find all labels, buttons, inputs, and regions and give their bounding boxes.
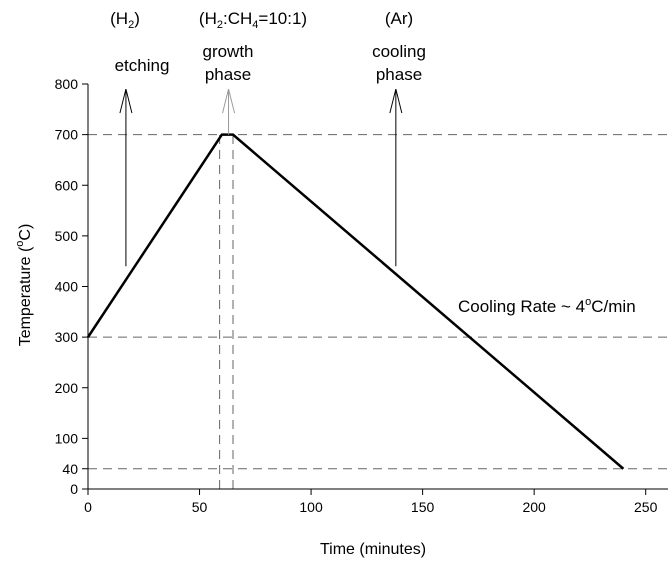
x-axis-title: Time (minutes): [320, 541, 426, 558]
temperature-series-line: [86, 133, 625, 470]
cooling-arrow-head: [389, 88, 403, 114]
etching-gas-label: (H2): [110, 9, 140, 31]
y-tick-label-700: 700: [55, 127, 79, 143]
y-tick-label-0: 0: [70, 481, 78, 497]
growth-label-line2: phase: [205, 65, 251, 84]
y-tick-label-400: 400: [55, 279, 79, 295]
y-tick-label-800: 800: [55, 76, 79, 92]
growth-arrow-head: [222, 88, 236, 114]
etching-label: etching: [115, 56, 170, 75]
x-tick-label-200: 200: [522, 499, 546, 515]
y-tick-label-200: 200: [55, 380, 79, 396]
y-tick-label-500: 500: [55, 228, 79, 244]
y-tick-label-40: 40: [62, 461, 78, 477]
x-tick-label-0: 0: [84, 499, 92, 515]
annotation-arrows: [119, 88, 403, 267]
y-tick-label-300: 300: [55, 329, 79, 345]
series: [86, 133, 625, 470]
axes: 0 40 100 200 300 400 500 600 700 800 0 50 100 150 200 2…: [55, 76, 668, 515]
cooling-label-line1: cooling: [372, 42, 426, 61]
reference-lines: [88, 134, 668, 489]
x-tick-label-100: 100: [299, 499, 323, 515]
growth-label-line1: growth: [202, 42, 253, 61]
y-tick-label-600: 600: [55, 177, 79, 193]
y-tick-label-100: 100: [55, 430, 79, 446]
etching-arrow-head: [119, 88, 133, 114]
growth-gas-label: (H2:CH4=10:1): [199, 9, 307, 31]
cooling-label-line2: phase: [376, 65, 422, 84]
y-axis-title: Temperature (oC): [14, 224, 34, 347]
cooling-rate-label: Cooling Rate ~ 4oC/min: [458, 296, 636, 316]
cooling-gas-label: (Ar): [385, 9, 413, 28]
x-tick-label-50: 50: [192, 499, 208, 515]
x-tick-label-250: 250: [634, 499, 658, 515]
x-tick-label-150: 150: [411, 499, 435, 515]
